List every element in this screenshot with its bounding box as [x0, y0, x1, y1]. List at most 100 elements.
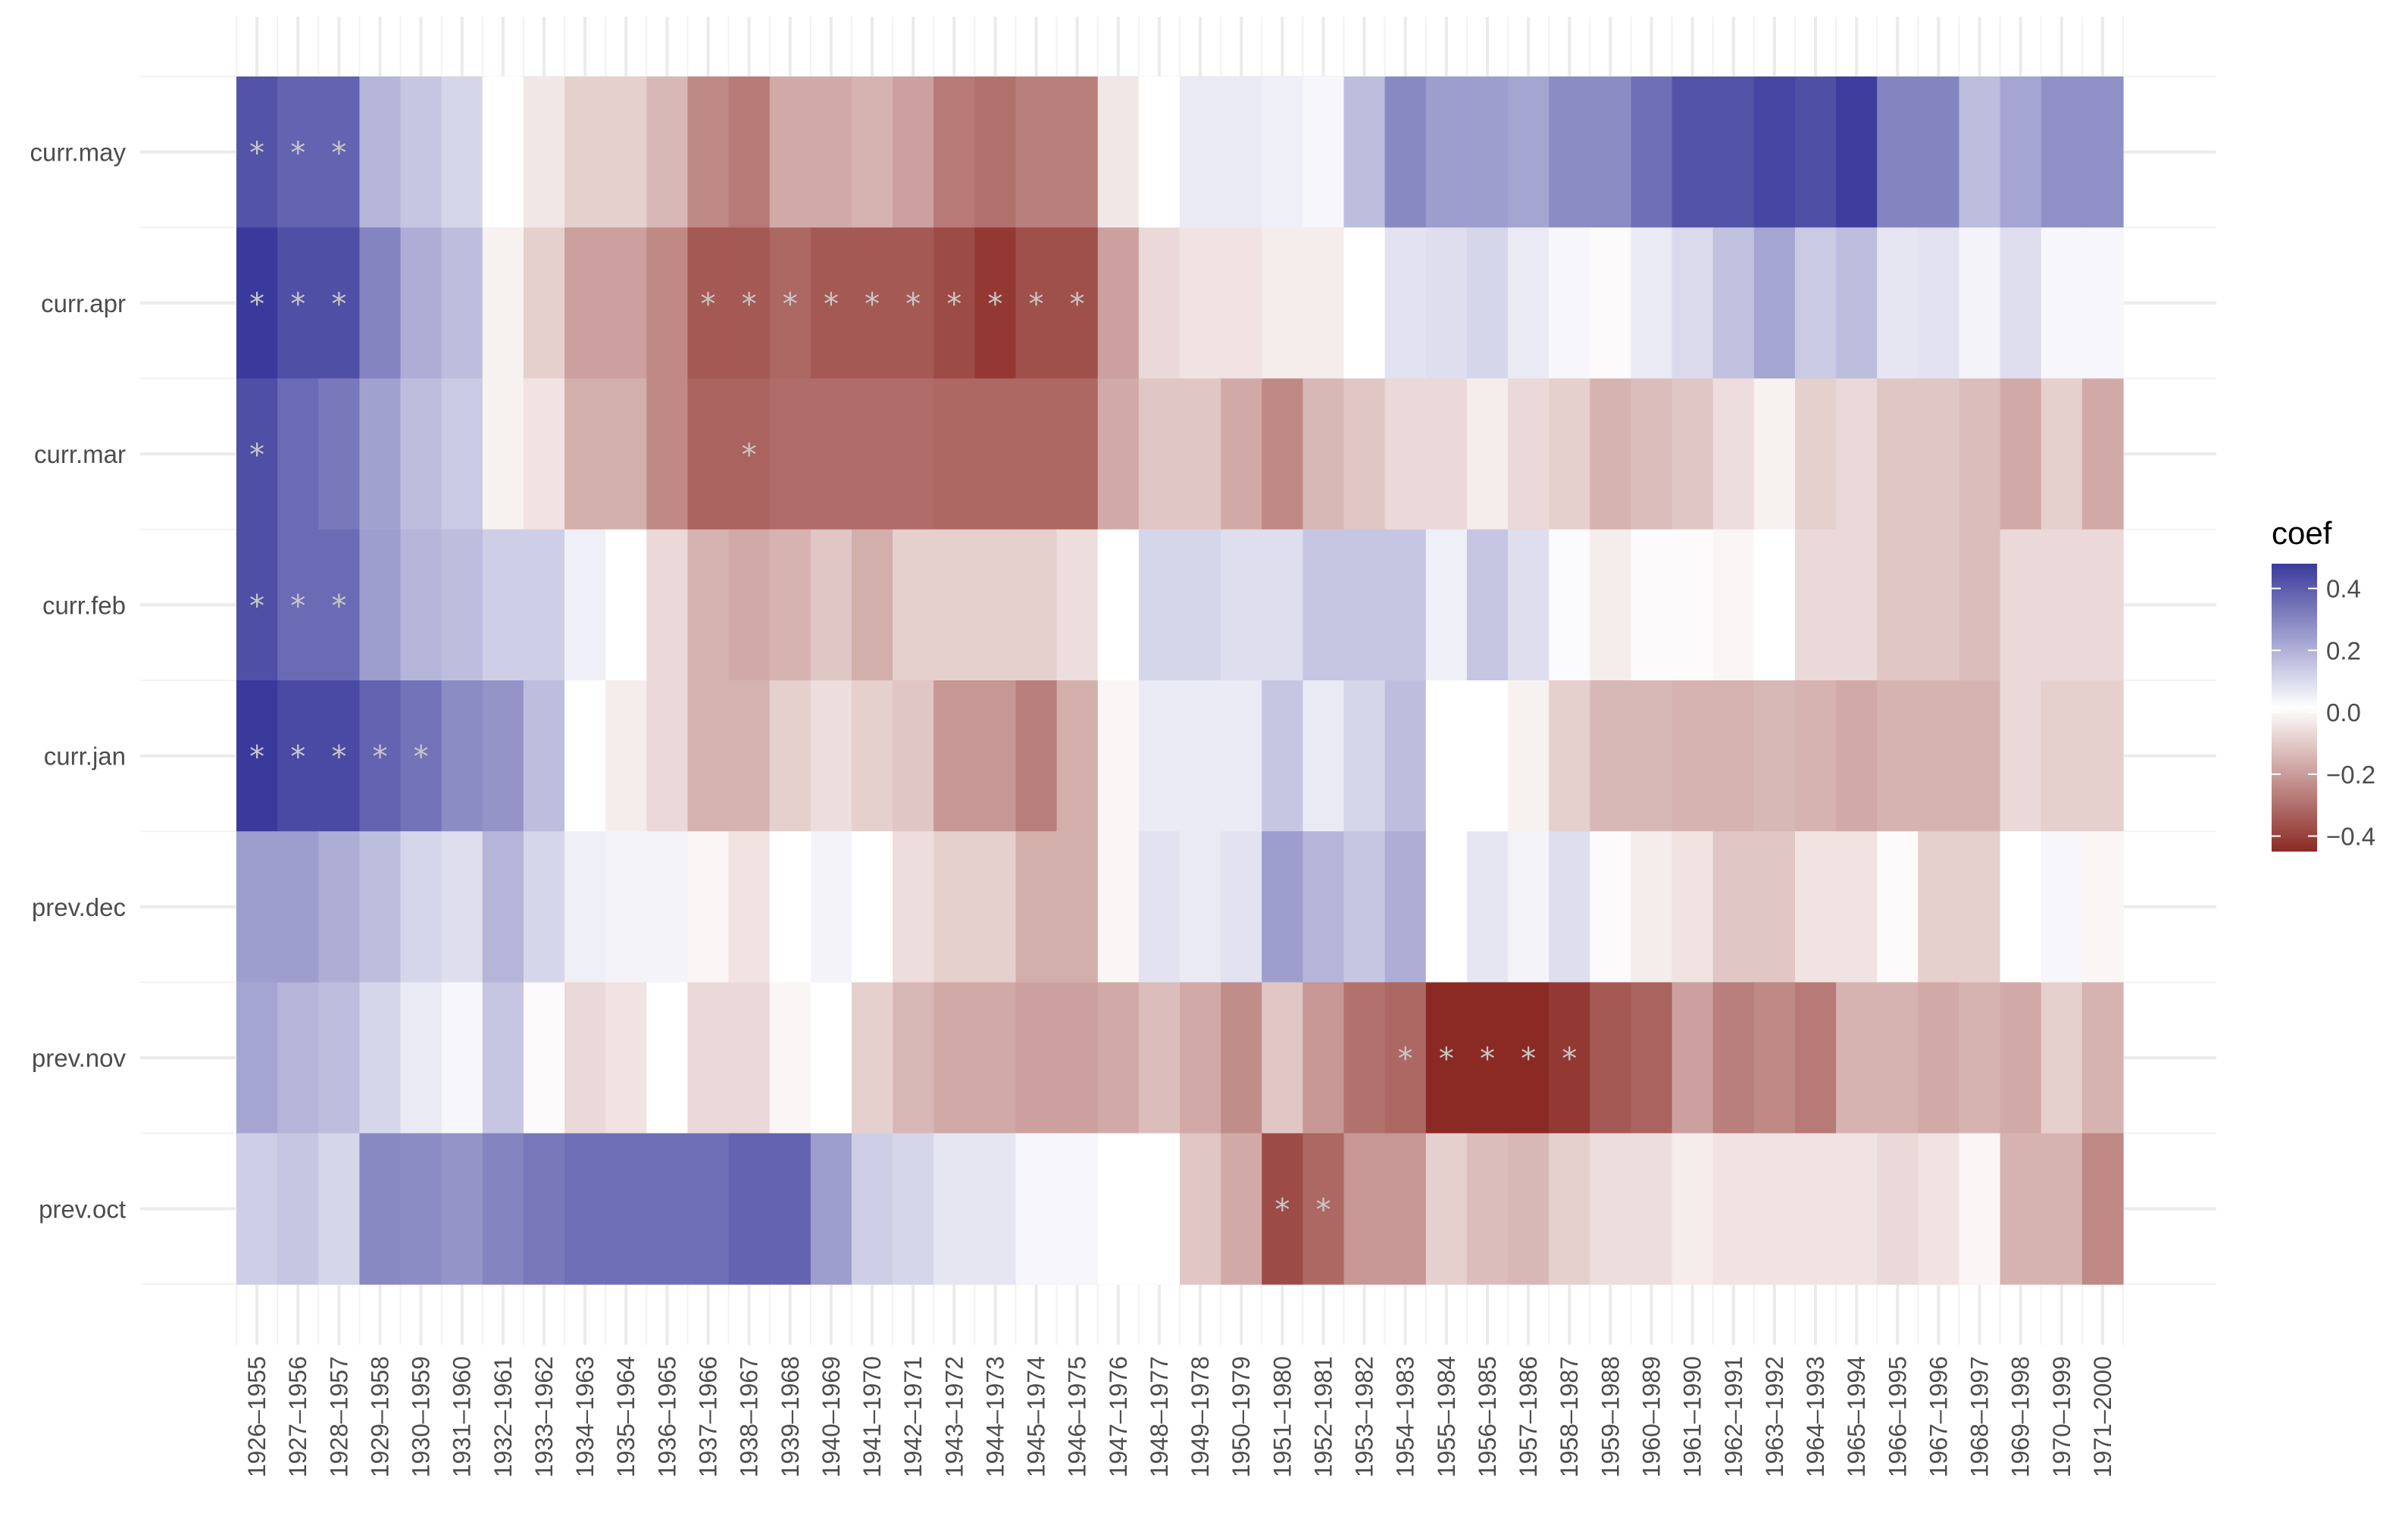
heatmap-cell: [1262, 831, 1303, 983]
heatmap-cell: [2000, 77, 2042, 228]
x-tick-label: 1958–1987: [1556, 1356, 1583, 1477]
heatmap-cell: [1384, 529, 1427, 681]
x-tick-label: 1930–1959: [408, 1356, 435, 1477]
x-tick-label: 1927–1956: [284, 1356, 311, 1477]
significance-star: *: [372, 740, 387, 775]
x-tick-label: 1971–2000: [2089, 1356, 2116, 1477]
heatmap-cell: [1056, 77, 1099, 228]
heatmap-cell: [359, 680, 402, 832]
heatmap-cell: [482, 529, 524, 681]
heatmap-cell: [1221, 680, 1262, 832]
heatmap-cell: [1959, 529, 2001, 681]
heatmap-cell: [1918, 831, 1960, 983]
heatmap-cell: [810, 77, 852, 228]
heatmap-cell: [933, 1133, 975, 1285]
heatmap-cell: [318, 982, 360, 1134]
heatmap-cell: [277, 529, 319, 681]
heatmap-cell: [277, 982, 319, 1134]
heatmap-cell: [1712, 680, 1755, 832]
heatmap-cell: [687, 831, 730, 983]
heatmap-cell: [1262, 529, 1303, 681]
significance-star: *: [249, 589, 264, 624]
heatmap-cell: [974, 378, 1017, 530]
heatmap-cell: [1097, 77, 1140, 228]
x-tick-label: 1964–1993: [1802, 1356, 1829, 1477]
heatmap-cell: [2081, 378, 2124, 530]
heatmap-cell: [2000, 1133, 2042, 1285]
heatmap-cell: [1138, 378, 1181, 530]
x-tick-label: 1928–1957: [325, 1356, 352, 1477]
significance-star: *: [987, 287, 1002, 322]
heatmap-cell: [1836, 831, 1878, 983]
heatmap-cell: [1180, 77, 1221, 228]
heatmap-cell: [1959, 1133, 2001, 1285]
heatmap-cell: [2000, 378, 2042, 530]
heatmap-cell: [1712, 529, 1755, 681]
heatmap-cell: [1097, 1133, 1140, 1285]
x-tick-label: 1966–1995: [1884, 1356, 1911, 1477]
heatmap-cell: [1794, 1133, 1837, 1285]
heatmap-cell: [605, 1133, 647, 1285]
heatmap-cell: [893, 77, 934, 228]
significance-star: *: [742, 287, 757, 322]
heatmap-cell: [236, 1133, 278, 1285]
heatmap-cell: [1056, 680, 1099, 832]
heatmap-cell: [1056, 831, 1099, 983]
legend-tick-label: 0.4: [2326, 575, 2361, 603]
heatmap-cell: [646, 831, 689, 983]
heatmap-cell: [1425, 982, 1468, 1134]
heatmap-cell: [1590, 227, 1632, 380]
significance-star: *: [1274, 1193, 1290, 1227]
legend-tick-label: −0.2: [2326, 761, 2375, 789]
heatmap-cell: [441, 378, 483, 530]
heatmap-cell: [1794, 227, 1837, 380]
heatmap-cell: [1590, 831, 1632, 983]
heatmap-cell: [1138, 227, 1181, 380]
heatmap-cell: [277, 680, 319, 832]
heatmap-cell: [687, 77, 730, 228]
heatmap-cell: [359, 77, 402, 228]
heatmap-cell: [1590, 378, 1632, 530]
heatmap-cell: [687, 680, 730, 832]
y-tick-label: curr.feb: [42, 591, 126, 619]
x-tick-label: 1943–1972: [940, 1356, 968, 1477]
heatmap-cell: [1138, 831, 1181, 983]
heatmap-cell: [441, 1133, 483, 1285]
heatmap-cell: [1303, 378, 1345, 530]
heatmap-cell: [318, 378, 360, 530]
y-tick-label: curr.jan: [44, 742, 126, 771]
x-tick-label: 1965–1994: [1843, 1356, 1870, 1477]
heatmap-cell: [359, 1133, 402, 1285]
heatmap-cell: [810, 1133, 852, 1285]
significance-markers: * * * * * * * * * * * * * * * * * * * * * * * * * * * * * * * * *: [249, 136, 1577, 1228]
heatmap-cell: [974, 831, 1017, 983]
heatmap-cell: [728, 831, 771, 983]
heatmap-cell: [2081, 529, 2124, 681]
x-tick-label: 1947–1976: [1105, 1356, 1132, 1477]
heatmap-cell: [1180, 680, 1221, 832]
significance-star: *: [1521, 1042, 1536, 1077]
heatmap-cell: [1384, 1133, 1427, 1285]
heatmap-cell: [1549, 982, 1590, 1134]
x-tick-label: 1931–1960: [449, 1356, 476, 1477]
heatmap-cell: [974, 529, 1017, 681]
heatmap-cell: [1303, 680, 1345, 832]
heatmap-cell: [482, 680, 524, 832]
heatmap-cell: [1384, 227, 1427, 380]
heatmap-cell: [1425, 680, 1468, 832]
heatmap-cell: [769, 227, 812, 380]
heatmap-cell: [810, 529, 852, 681]
heatmap-cell: [277, 77, 319, 228]
heatmap-cell: [318, 680, 360, 832]
heatmap-cell: [1015, 1133, 1058, 1285]
x-tick-label: 1951–1980: [1268, 1356, 1296, 1477]
heatmap-cell: [1836, 529, 1878, 681]
heatmap-cell: [810, 378, 852, 530]
heatmap-cell: [933, 831, 975, 983]
heatmap-cell: [1712, 227, 1755, 380]
heatmap-cell: [1631, 831, 1673, 983]
heatmap-cell: [1180, 227, 1221, 380]
heatmap-cell: [2081, 227, 2124, 380]
heatmap-cell: [1508, 77, 1550, 228]
heatmap-cell: [933, 680, 975, 832]
